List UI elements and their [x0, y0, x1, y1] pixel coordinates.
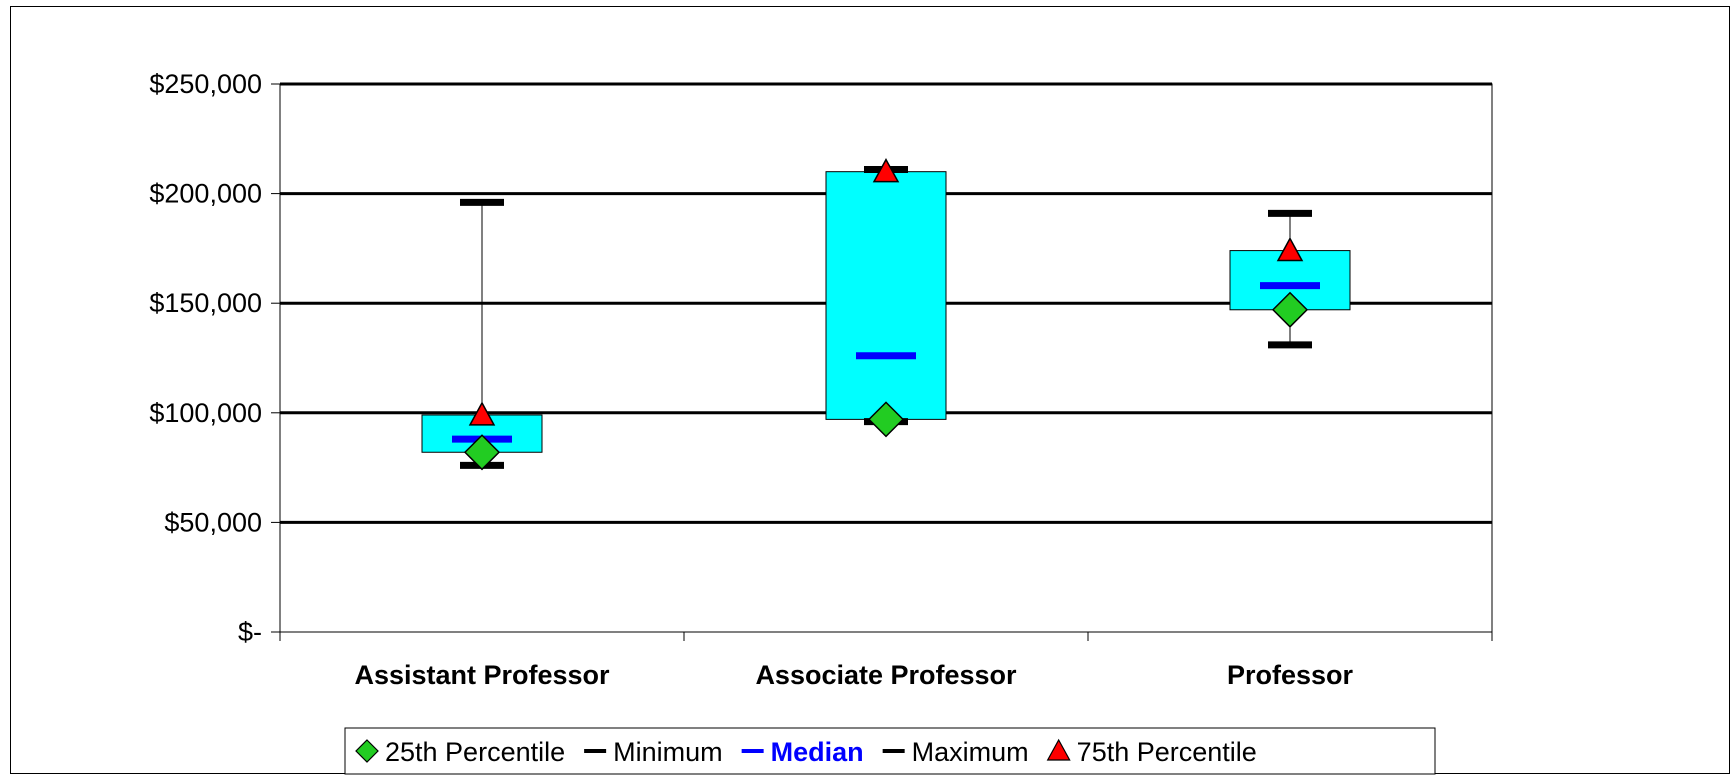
p75-marker: [1276, 236, 1304, 262]
legend-label: Maximum: [912, 737, 1029, 767]
legend-label: Median: [771, 737, 864, 767]
y-tick-label: $250,000: [149, 69, 262, 99]
legend-label: 25th Percentile: [385, 737, 565, 767]
y-tick-label: $200,000: [149, 179, 262, 209]
y-tick-label: $100,000: [149, 398, 262, 428]
y-tick-label: $50,000: [164, 507, 262, 537]
p75-marker: [872, 158, 900, 183]
iqr-box: [825, 171, 947, 420]
legend-label: 75th Percentile: [1077, 737, 1257, 767]
legend-p25-symbol: [355, 739, 379, 763]
x-category-label: Professor: [1227, 660, 1354, 690]
y-tick-label: $-: [238, 617, 262, 647]
x-category-label: Associate Professor: [755, 660, 1017, 690]
p25-marker: [463, 434, 501, 471]
p25-marker: [1271, 291, 1309, 328]
p25-marker: [867, 401, 905, 438]
p75-marker: [468, 401, 496, 426]
y-tick-label: $150,000: [149, 288, 262, 318]
legend-p75-symbol: [1046, 738, 1071, 761]
legend-label: Minimum: [613, 737, 723, 767]
x-category-label: Assistant Professor: [354, 660, 610, 690]
